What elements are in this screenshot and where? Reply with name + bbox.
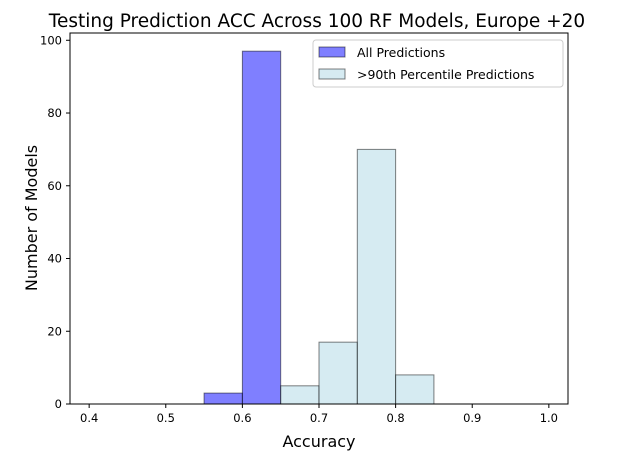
bar-series-1-bin-7 bbox=[356, 148, 397, 405]
x-tick-label: 0.4 bbox=[80, 411, 98, 425]
y-axis-label: Number of Models bbox=[22, 145, 41, 291]
legend-box bbox=[312, 39, 564, 88]
bar-series-1-bin-8 bbox=[395, 374, 435, 405]
y-tick-label: 20 bbox=[47, 324, 62, 338]
legend-swatch-90th-percentile bbox=[318, 68, 346, 80]
x-tick-label: 0.5 bbox=[157, 411, 175, 425]
y-tick-label: 40 bbox=[47, 252, 62, 266]
bar-series-0-bin-3 bbox=[203, 392, 243, 405]
x-tick-label: 0.6 bbox=[233, 411, 251, 425]
legend-label-all-predictions: All Predictions bbox=[357, 45, 445, 60]
x-tick-label: 0.8 bbox=[386, 411, 404, 425]
x-tick-label: 0.7 bbox=[310, 411, 328, 425]
legend: All Predictions >90th Percentile Predict… bbox=[312, 39, 564, 88]
y-tick-label: 80 bbox=[47, 106, 62, 120]
y-tick-label: 0 bbox=[55, 397, 62, 411]
bar-series-0-bin-4 bbox=[241, 50, 282, 405]
y-tick-label: 60 bbox=[47, 179, 62, 193]
x-tick-label: 1.0 bbox=[540, 411, 558, 425]
y-axis-ticks: 0 20 40 60 80 100 bbox=[40, 33, 70, 411]
legend-swatch-all-predictions bbox=[318, 46, 346, 58]
x-tick-label: 0.9 bbox=[463, 411, 481, 425]
y-tick-label: 100 bbox=[40, 33, 62, 47]
chart-title: Testing Prediction ACC Across 100 RF Mod… bbox=[48, 11, 585, 32]
bar-series-1-bin-5 bbox=[280, 385, 320, 405]
legend-label-90th-percentile: >90th Percentile Predictions bbox=[357, 67, 534, 82]
x-axis-ticks: 0.4 0.5 0.6 0.7 0.8 0.9 1.0 bbox=[80, 404, 558, 425]
bar-series-1-bin-6 bbox=[318, 341, 358, 405]
x-axis-label: Accuracy bbox=[282, 432, 355, 451]
bars-layer bbox=[203, 50, 435, 405]
